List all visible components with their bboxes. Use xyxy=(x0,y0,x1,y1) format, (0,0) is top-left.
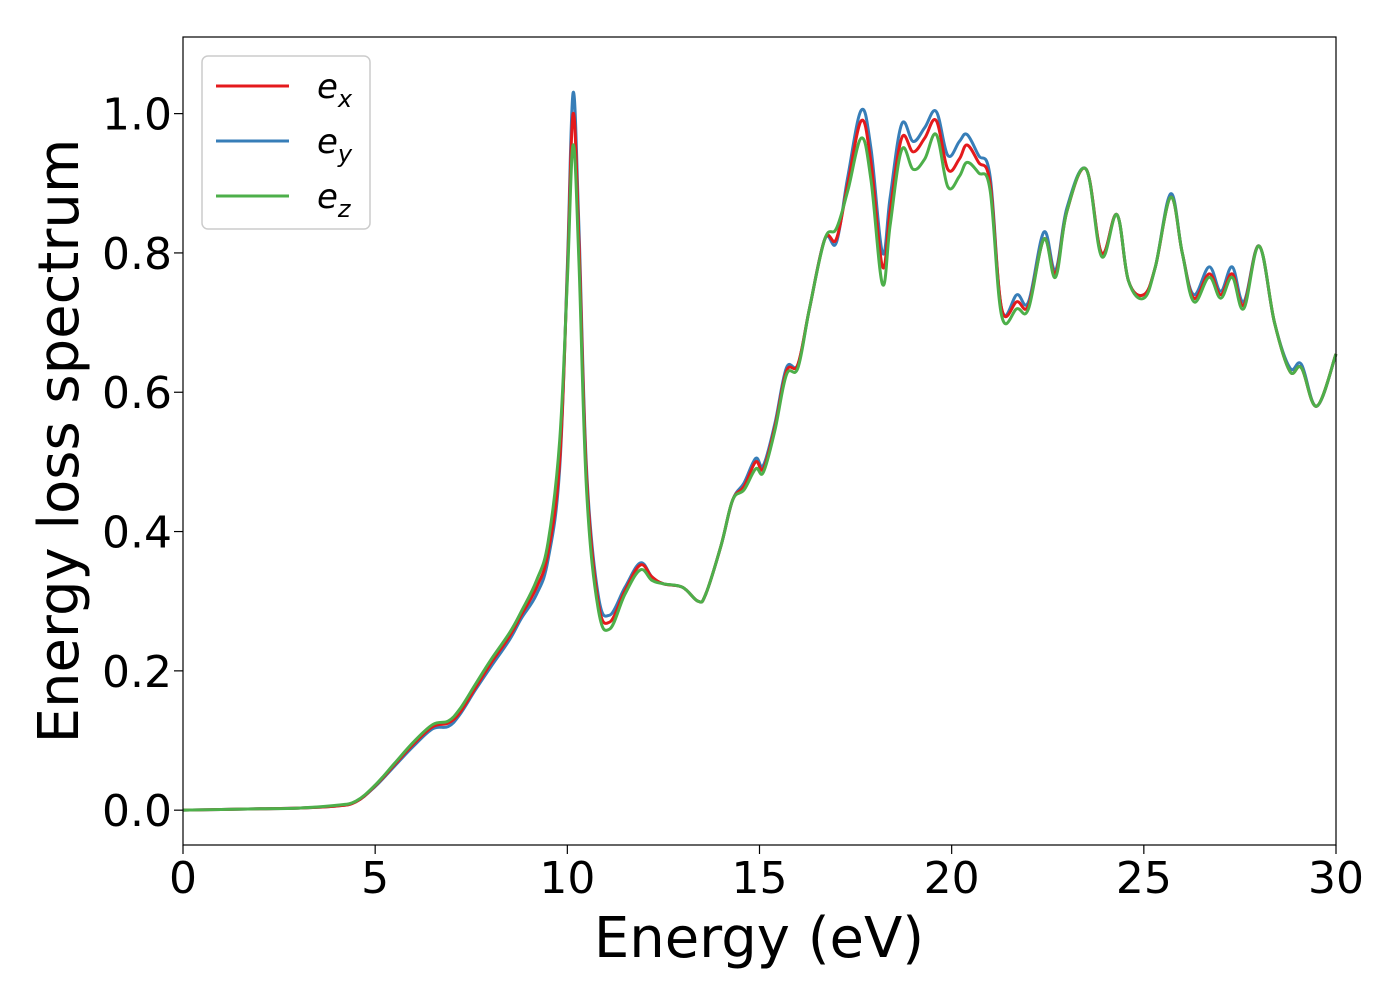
y-tick-label: 0.8 xyxy=(102,229,172,280)
plot-lines xyxy=(182,90,1338,812)
x-axis-ticks: 0 5 10 15 20 25 30 xyxy=(169,845,1364,904)
y-tick-label: 0.6 xyxy=(102,368,172,419)
y-tick-label: 0.2 xyxy=(102,647,172,698)
legend: ex ey ez xyxy=(201,55,371,230)
x-tick-label: 25 xyxy=(1116,853,1172,904)
legend-label-e-x: ex xyxy=(317,67,353,113)
legend-label-e-y: ey xyxy=(317,122,353,168)
y-tick-label: 0.4 xyxy=(102,508,172,559)
series-line-e-z xyxy=(182,132,1338,812)
x-tick-label: 5 xyxy=(361,853,389,904)
y-axis-label: Energy loss spectrum xyxy=(27,139,92,744)
x-tick-label: 10 xyxy=(539,853,595,904)
x-axis-label: Energy (eV) xyxy=(594,906,924,971)
x-tick-label: 15 xyxy=(732,853,788,904)
x-tick-label: 30 xyxy=(1308,853,1364,904)
y-tick-label: 1.0 xyxy=(102,90,172,141)
legend-label-e-z: ez xyxy=(317,177,352,223)
y-axis-ticks: 0.0 0.2 0.4 0.6 0.8 1.0 xyxy=(102,90,183,837)
x-tick-label: 20 xyxy=(924,853,980,904)
y-tick-label: 0.0 xyxy=(102,786,172,837)
x-tick-label: 0 xyxy=(169,853,197,904)
